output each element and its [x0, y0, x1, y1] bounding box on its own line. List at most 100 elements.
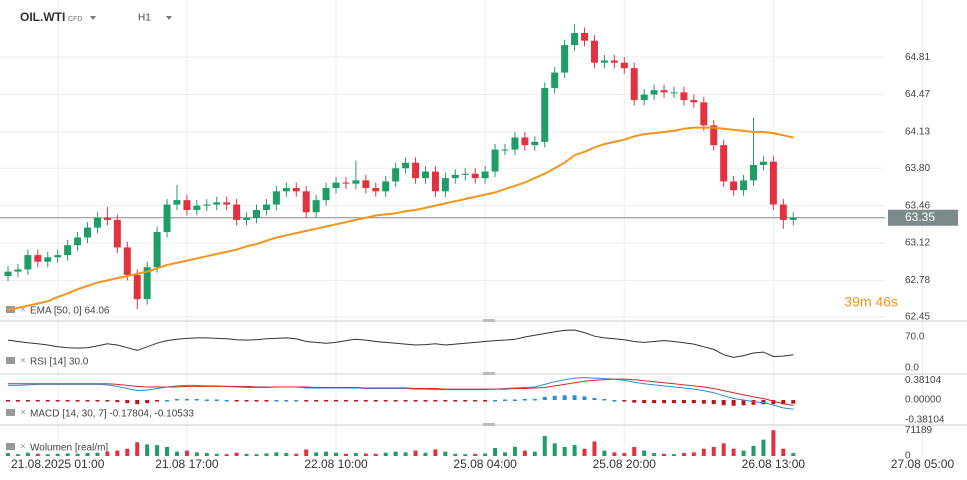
volume-bar: [234, 452, 239, 456]
y-tick-label: 64.47: [905, 89, 930, 100]
resize-handle[interactable]: [483, 372, 495, 375]
macd-histogram-bar: [184, 398, 189, 401]
macd-histogram-bar: [264, 400, 269, 402]
candle-body: [750, 164, 757, 181]
macd-histogram-bar: [542, 396, 547, 401]
candle-body: [322, 188, 330, 201]
candle-body: [551, 72, 559, 88]
candle-body: [541, 87, 549, 142]
macd-histogram-bar: [155, 400, 160, 402]
volume-bar: [503, 452, 507, 456]
candle-body: [451, 174, 459, 179]
volume-bar: [632, 446, 637, 456]
volume-bar: [75, 453, 80, 456]
candle-body: [700, 102, 708, 126]
resize-handle[interactable]: [483, 423, 495, 426]
x-tick-label: 25.08 04:00: [453, 457, 517, 471]
macd-histogram-bar: [115, 400, 120, 403]
macd-histogram-bar: [135, 400, 140, 405]
candle-body: [531, 141, 539, 146]
svg-text:×: ×: [20, 356, 26, 367]
volume-bar: [343, 453, 348, 456]
macd-histogram-bar: [691, 400, 696, 404]
countdown: 39m 46s: [844, 294, 898, 310]
macd-histogram-bar: [403, 400, 408, 402]
candle-body: [362, 180, 370, 189]
candle-body: [74, 237, 82, 246]
macd-histogram-bar: [413, 400, 418, 402]
resize-handle[interactable]: [483, 319, 495, 322]
candle-body: [312, 200, 320, 213]
macd-histogram-bar: [363, 400, 368, 402]
macd-histogram-bar: [224, 400, 229, 402]
y-tick-label: 62.78: [905, 275, 930, 286]
x-tick-label: 21.08 17:00: [155, 457, 219, 471]
volume-bar: [314, 452, 319, 456]
volume-bar: [244, 453, 249, 456]
volume-bar: [224, 454, 229, 456]
macd-histogram-bar: [15, 400, 20, 402]
candle-body: [4, 271, 12, 277]
candle-body: [789, 217, 797, 220]
candle-body: [501, 149, 509, 151]
y-tick-label: 63.46: [905, 200, 930, 211]
macd-histogram-bar: [353, 400, 358, 402]
candle-body: [223, 202, 231, 205]
symbol[interactable]: OIL.WTI: [20, 10, 65, 24]
candle-body: [203, 204, 211, 206]
macd-histogram-bar: [701, 400, 706, 404]
candle-body: [173, 200, 181, 205]
macd-histogram-bar: [334, 400, 339, 402]
candle-body: [213, 202, 221, 205]
candle-body: [113, 219, 121, 248]
macd-histogram-bar: [552, 395, 557, 401]
candle-body: [64, 245, 72, 256]
volume-bar: [433, 449, 438, 456]
dropdown-arrow[interactable]: [90, 16, 96, 20]
y-tick-label: 0.00000: [905, 395, 942, 406]
macd-histogram-bar: [582, 396, 587, 401]
candle-body: [233, 204, 241, 220]
volume-bar: [612, 452, 617, 456]
candle-body: [93, 217, 101, 228]
y-tick-label: 71189: [905, 425, 933, 436]
candle-body: [103, 217, 111, 220]
signal-line: [8, 378, 794, 406]
volume-bar: [671, 454, 676, 456]
macd-histogram-bar: [622, 400, 627, 402]
macd-histogram-bar: [503, 399, 507, 401]
interval[interactable]: H1: [138, 13, 151, 24]
macd-histogram-bar: [562, 395, 567, 401]
volume-bar: [383, 452, 388, 456]
svg-text:×: ×: [20, 408, 26, 419]
macd-histogram-bar: [383, 400, 388, 402]
candle-body: [412, 162, 420, 179]
macd-histogram-bar: [602, 398, 607, 401]
macd-histogram-bar: [204, 399, 209, 401]
macd-histogram-bar: [45, 400, 50, 402]
candle-body: [600, 60, 608, 63]
candle-body: [382, 181, 390, 192]
macd-histogram-bar: [433, 400, 438, 402]
rsi-label: RSI [14] 30.0: [30, 357, 89, 368]
macd-histogram-bar: [85, 400, 90, 402]
dropdown-arrow[interactable]: [166, 16, 172, 20]
volume-bar: [95, 452, 100, 456]
macd-histogram-bar: [612, 400, 617, 402]
candle-body: [272, 191, 280, 205]
volume-bar: [572, 445, 577, 456]
volume-bar: [324, 451, 329, 456]
candle-body: [24, 255, 32, 270]
volume-bar: [582, 448, 587, 456]
candle-body: [660, 90, 668, 93]
y-tick-label: 62.45: [905, 311, 930, 322]
macd-histogram-bar: [532, 398, 537, 401]
candle-body: [779, 204, 787, 220]
candle-body: [441, 178, 449, 192]
candle-body: [44, 257, 52, 262]
candle-body: [720, 145, 728, 182]
current-price-tag: [888, 209, 958, 226]
candle-body: [581, 32, 589, 41]
macd-histogram-bar: [671, 400, 676, 404]
y-tick-label: 70.0: [905, 332, 925, 343]
